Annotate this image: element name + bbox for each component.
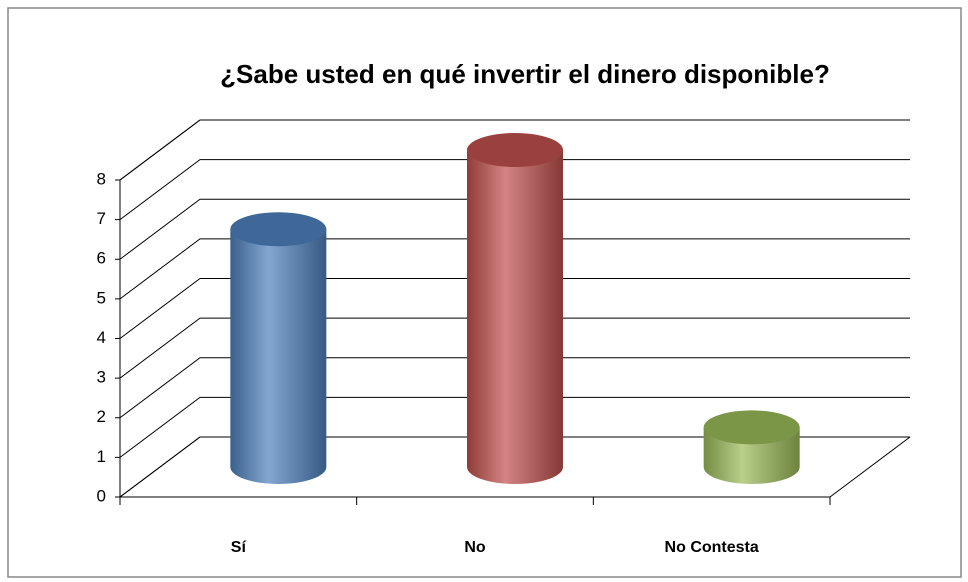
bar-top bbox=[467, 133, 563, 167]
y-tick-label: 6 bbox=[97, 249, 106, 268]
grid-line bbox=[119, 119, 910, 181]
chart-title: ¿Sabe usted en qué invertir el dinero di… bbox=[220, 59, 830, 89]
bar-body bbox=[467, 150, 563, 484]
bar bbox=[467, 133, 563, 484]
x-tick-label: No Contesta bbox=[665, 539, 759, 556]
y-tick-label: 0 bbox=[97, 486, 106, 505]
x-tick-label: Sí bbox=[231, 539, 247, 556]
grid-line bbox=[119, 436, 910, 498]
y-tick-label: 8 bbox=[97, 169, 106, 188]
y-tick-label: 2 bbox=[97, 407, 106, 426]
x-tick-label: No bbox=[464, 539, 486, 556]
y-tick-label: 7 bbox=[97, 209, 106, 228]
bar-top bbox=[230, 212, 327, 247]
grid-line bbox=[119, 278, 910, 339]
y-tick-label: 4 bbox=[97, 328, 106, 347]
grid-line bbox=[119, 396, 910, 458]
grid-line bbox=[119, 357, 910, 419]
y-tick-label: 5 bbox=[97, 288, 106, 307]
y-tick-label: 3 bbox=[97, 368, 106, 387]
grid-line bbox=[119, 317, 910, 379]
bar bbox=[703, 410, 800, 484]
y-tick-label: 1 bbox=[97, 447, 106, 466]
bar-top bbox=[703, 410, 800, 445]
grid-line bbox=[119, 198, 910, 260]
bar bbox=[230, 212, 327, 484]
bar-body bbox=[230, 229, 327, 484]
grid-line bbox=[119, 159, 910, 221]
grid-line bbox=[119, 238, 910, 300]
